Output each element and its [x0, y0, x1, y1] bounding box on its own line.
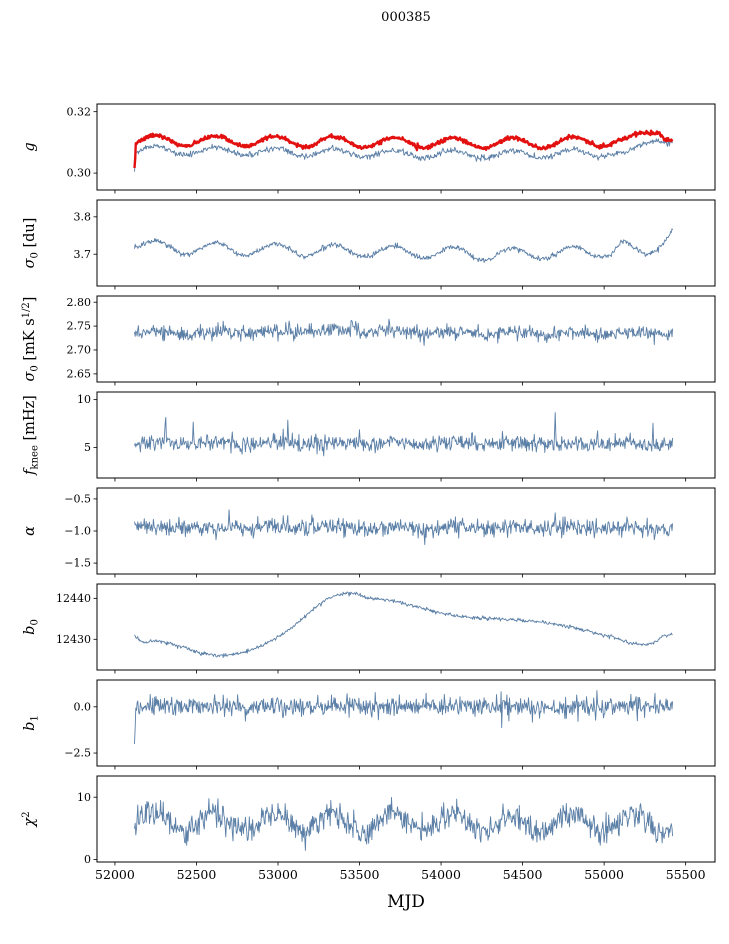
panel-alpha: −0.5 −1.0 −1.5 α	[22, 487, 716, 578]
x-tick-label: 55000	[584, 867, 624, 882]
y-tick-label: 12440	[56, 592, 91, 605]
y-axis-label-sigma0-mks: σ0 [mK s1/2]	[21, 297, 41, 382]
panel-sigma0-mks: 2.65 2.70 2.75 2.80 σ0 [mK s1/2]	[21, 295, 716, 386]
series-g-fit	[134, 138, 673, 172]
y-tick-label: 12430	[56, 633, 91, 646]
series-g-gain	[133, 129, 674, 169]
x-tick-label: 55500	[666, 867, 706, 882]
y-tick-label: 3.7	[74, 248, 92, 261]
panel-frame	[96, 295, 716, 383]
y-tick-label: 5	[84, 441, 91, 454]
x-axis-label: MJD	[387, 892, 425, 912]
y-tick-label: 0	[84, 853, 91, 866]
series-sigma0-mks	[134, 318, 674, 346]
x-tick-label: 54500	[503, 867, 543, 882]
series-fknee	[134, 412, 674, 457]
y-tick-label: 0.32	[67, 105, 92, 118]
panel-fknee: 5 10 fknee [mHz]	[22, 391, 716, 482]
panel-frame	[96, 391, 716, 479]
x-tick-label: 54000	[421, 867, 461, 882]
series-b1	[134, 690, 674, 745]
series-chi2	[134, 796, 674, 851]
panel-frame	[96, 775, 716, 863]
y-tick-label: −1.5	[64, 557, 91, 570]
y-tick-label: 0.0	[74, 700, 92, 713]
series-sigma0-du	[134, 228, 673, 263]
series-alpha	[134, 509, 674, 546]
y-axis-label-chi2: χ2	[21, 811, 38, 827]
panel-b0: 12430 12440 b0	[22, 583, 716, 674]
panel-g: 0.30 0.32 g	[22, 103, 716, 194]
x-tick-label: 53500	[340, 867, 380, 882]
panel-frame	[96, 103, 716, 191]
y-tick-label: 2.70	[67, 344, 92, 357]
y-tick-label: −0.5	[64, 493, 91, 506]
y-axis-label-b1: b1	[22, 715, 41, 731]
series-b0	[134, 591, 673, 658]
x-tick-label: 52000	[95, 867, 135, 882]
y-tick-label: 3.8	[74, 210, 92, 223]
y-axis-label-fknee: fknee [mHz]	[22, 395, 41, 476]
chart-title: 000385	[381, 10, 431, 25]
panel-chi2: 0 10 52000 52500 53000 53500 54000 54500 55000 55…	[21, 775, 716, 912]
panel-frame	[96, 679, 716, 767]
y-tick-label: 10	[77, 791, 91, 804]
y-axis-label-b0: b0	[22, 619, 41, 635]
panel-frame	[96, 199, 716, 287]
panel-b1: 0.0 −2.5 b1	[22, 679, 716, 770]
y-axis-label-g: g	[22, 142, 38, 151]
y-tick-label: −2.5	[64, 747, 91, 760]
y-tick-label: 0.30	[67, 167, 92, 180]
x-tick-label: 53000	[258, 867, 298, 882]
y-axis-label-sigma0-du: σ0 [du]	[22, 218, 41, 269]
y-tick-label: 10	[77, 393, 91, 406]
y-tick-label: 2.80	[67, 296, 92, 309]
x-tick-label: 52500	[177, 867, 217, 882]
y-tick-label: −1.0	[64, 525, 91, 538]
y-tick-label: 2.65	[67, 367, 92, 380]
panel-frame	[96, 583, 716, 671]
y-axis-label-alpha: α	[22, 526, 38, 536]
y-tick-label: 2.75	[67, 320, 92, 333]
panel-sigma0-du: 3.7 3.8 σ0 [du]	[22, 199, 716, 290]
